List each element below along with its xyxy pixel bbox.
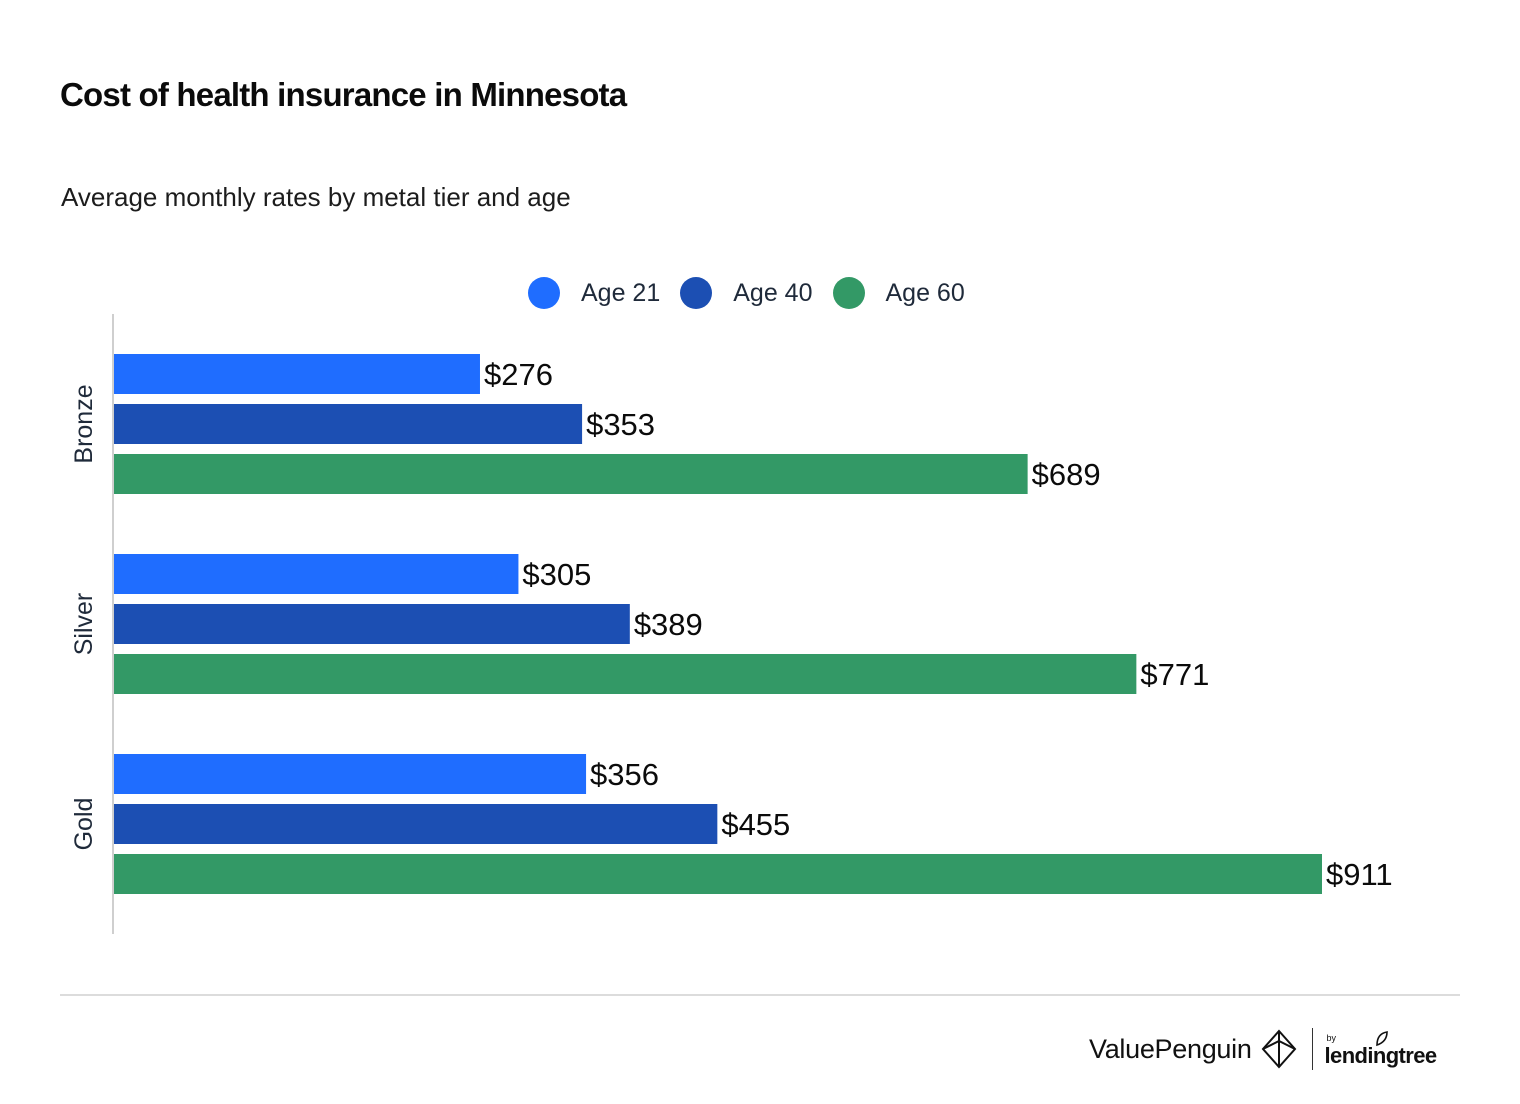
legend-label-age-60: Age 60 [885,278,965,307]
bar-silver-age-21 [114,554,519,594]
data-label-gold-age-60: $911 [1326,857,1393,892]
data-label-gold-age-21: $356 [590,757,659,792]
legend-label-age-21: Age 21 [581,278,661,307]
data-label-silver-age-60: $771 [1140,657,1209,692]
data-label-bronze-age-60: $689 [1032,457,1101,492]
chart-legend: Age 21 Age 40 Age 60 [528,276,985,310]
bar-bronze-age-40 [114,404,583,444]
bar-silver-age-40 [114,604,630,644]
valuepenguin-logo-icon [1261,1029,1296,1069]
bar-gold-age-21 [114,754,587,794]
chart-title: Cost of health insurance in Minnesota [60,76,627,113]
data-label-silver-age-21: $305 [522,557,591,592]
category-label-bronze: Bronze [70,384,98,463]
brand-lendingtree: by lendingtree [1325,1027,1449,1071]
bar-gold-age-40 [114,804,718,844]
chart-subtitle: Average monthly rates by metal tier and … [61,182,571,212]
brand-by-text: by [1326,1033,1337,1043]
category-label-silver: Silver [70,593,98,656]
data-label-silver-age-40: $389 [634,607,703,642]
leaf-icon [1375,1031,1388,1047]
brand-valuepenguin-text: ValuePenguin [1089,1033,1252,1064]
data-label-bronze-age-40: $353 [586,407,655,442]
legend-label-age-40: Age 40 [733,278,813,307]
legend-item-age-60: Age 60 [832,277,965,309]
bar-bronze-age-60 [114,454,1028,494]
footer-divider [60,994,1460,996]
legend-swatch-age-21 [528,277,560,309]
legend-swatch-age-40 [680,277,713,309]
brand-lendingtree-text: lendingtree [1324,1043,1438,1068]
brand-logo: ValuePenguin by lendingtree [1089,1024,1449,1074]
bar-bronze-age-21 [114,354,480,394]
legend-swatch-age-60 [832,277,865,309]
legend-item-age-21: Age 21 [528,277,660,309]
legend-item-age-40: Age 40 [680,277,813,309]
bar-silver-age-60 [114,654,1137,694]
brand-separator [1311,1028,1313,1070]
data-label-gold-age-40: $455 [721,807,790,842]
bar-gold-age-60 [114,854,1322,894]
category-label-gold: Gold [70,798,98,851]
data-label-bronze-age-21: $276 [484,357,553,392]
